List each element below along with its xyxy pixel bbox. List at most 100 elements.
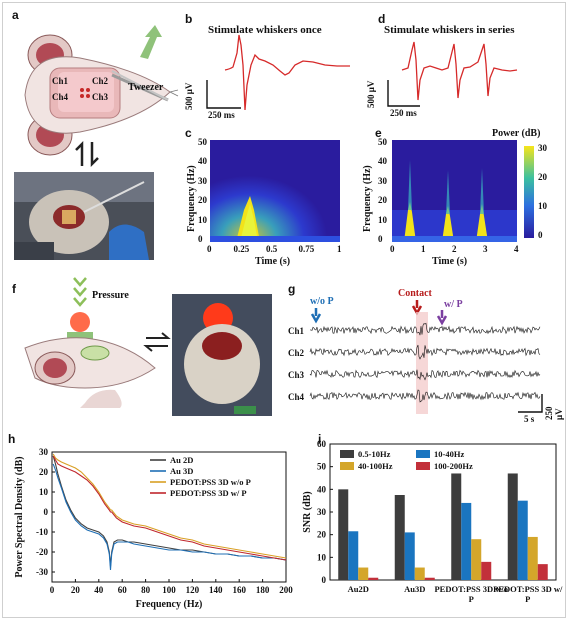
e-ytick-label: 50 [378, 137, 387, 147]
trace-series [401, 41, 518, 101]
exchange-arrows-icon [143, 332, 171, 352]
snr-bar [348, 531, 359, 580]
c-xtick-label: 1 [337, 244, 342, 254]
c-ytick-label: 10 [198, 214, 207, 225]
psd-xtick-label: 0 [50, 585, 55, 595]
spectrogram-e-ylabel: Frequency (Hz) [362, 165, 373, 232]
channel-label: Ch2 [288, 348, 305, 358]
psd-ytick-label: 30 [39, 447, 49, 457]
psd-series-line [52, 463, 287, 571]
snr-bar [461, 502, 472, 580]
psd-xtick-label: 180 [256, 585, 270, 595]
psd-ytick-label: 10 [39, 487, 49, 497]
snr-bar [394, 495, 405, 580]
c-ytick-label: 30 [198, 175, 207, 186]
snr-bar [471, 539, 482, 580]
channel-label: Ch4 [288, 392, 305, 402]
snr-legend-label: 40-100Hz [358, 461, 393, 471]
snr-legend-swatch [416, 462, 430, 470]
snr-bar [404, 532, 415, 580]
snr-bar [527, 536, 538, 580]
colorbar-tick-label: 10 [538, 201, 547, 211]
snr-legend-label: 0.5-10Hz [358, 449, 391, 459]
psd-xtick-label: 20 [71, 585, 81, 595]
psd-legend-label: Au 2D [170, 455, 193, 465]
c-ytick-label: 0 [198, 234, 203, 244]
snr-legend-label: 100-200Hz [434, 461, 473, 471]
surgery-photo-f [172, 294, 272, 416]
snr-ytick-label: 60 [317, 439, 327, 449]
snr-ytick-label: 20 [317, 530, 327, 540]
panel-f-label: f [12, 282, 16, 296]
panel-b-label: b [185, 12, 193, 26]
c-ytick-label: 40 [198, 156, 207, 167]
spectrogram-e [392, 140, 517, 242]
e-ytick-label: 40 [378, 156, 387, 167]
e-xtick-label: 1 [421, 244, 426, 254]
channel-traces [309, 322, 541, 403]
psd-xtick-label: 200 [279, 585, 293, 595]
panel-d-label: d [378, 12, 386, 26]
wp-arrow-icon [436, 310, 448, 326]
rat-head-illustration-top [24, 34, 179, 156]
c-ytick-label: 20 [198, 195, 207, 206]
psd-xtick-label: 140 [209, 585, 223, 595]
channel-trace [309, 344, 541, 360]
c-ytick-label: 50 [198, 137, 207, 147]
channel-label-ch2: Ch2 [92, 76, 109, 86]
snr-ytick-label: 30 [317, 507, 327, 517]
snr-legend-swatch [416, 450, 430, 458]
psd-xtick-label: 40 [94, 585, 104, 595]
psd-xtick-label: 60 [118, 585, 128, 595]
psd-legend-label: PEDOT:PSS 3D w/ P [170, 488, 247, 498]
psd-ylabel: Power Spectral Density (dB) [14, 456, 25, 577]
snr-bar [358, 567, 369, 580]
panel-h-label: h [8, 432, 16, 446]
snr-legend-label: 10-40Hz [434, 449, 464, 459]
channel-trace [309, 369, 541, 381]
channel-label: Ch3 [288, 370, 305, 380]
scale-bar-d [387, 80, 420, 107]
snr-category-label: Au2D [348, 584, 369, 594]
snr-ytick-label: 40 [317, 484, 327, 494]
psd-xtick-label: 100 [162, 585, 176, 595]
c-xtick-label: 0.5 [266, 244, 278, 254]
psd-xtick-label: 80 [141, 585, 151, 595]
panel-a-label: a [12, 8, 19, 22]
surgery-photo-a [14, 172, 154, 260]
snr-bar [424, 577, 435, 580]
e-xtick-label: 3 [483, 244, 488, 254]
e-ytick-label: 10 [378, 214, 387, 225]
e-xtick-label: 0 [390, 244, 395, 254]
psd-legend-label: Au 3D [170, 466, 193, 476]
snr-bar [368, 577, 379, 580]
wop-marker-label: w/o P [310, 296, 334, 307]
scale-b-voltage: 500 μV [184, 82, 194, 110]
channel-label: Ch1 [288, 326, 305, 336]
panel-e-label: e [375, 126, 382, 140]
spectrogram-e-xlabel: Time (s) [432, 256, 468, 267]
c-xtick-label: 0 [207, 244, 212, 254]
snr-category-label: PEDOT:PSS 3D w/o [434, 584, 508, 594]
channel-label-ch4: Ch4 [52, 92, 69, 102]
colorbar-tick-label: 30 [538, 143, 547, 153]
snr-bar [481, 561, 492, 580]
snr-category-label: P [469, 594, 474, 604]
scale-g-voltage: 250 μV [544, 406, 564, 421]
snr-bar [338, 489, 349, 580]
colorbar-tick-label: 0 [538, 230, 543, 240]
e-ytick-label: 0 [378, 234, 383, 244]
psd-xtick-label: 120 [186, 585, 200, 595]
e-ytick-label: 30 [378, 175, 387, 186]
e-ytick-label: 20 [378, 195, 387, 206]
psd-ytick-label: -30 [36, 567, 48, 577]
psd-ytick-label: 20 [39, 467, 49, 477]
reversible-arrows-icon [75, 140, 99, 168]
psd-xtick-label: 160 [232, 585, 246, 595]
snr-ytick-label: 10 [317, 552, 327, 562]
c-xtick-label: 0.75 [298, 244, 315, 254]
panel-c-label: c [185, 126, 192, 140]
psd-ytick-label: -20 [36, 547, 48, 557]
tweezer-icon [111, 25, 169, 102]
